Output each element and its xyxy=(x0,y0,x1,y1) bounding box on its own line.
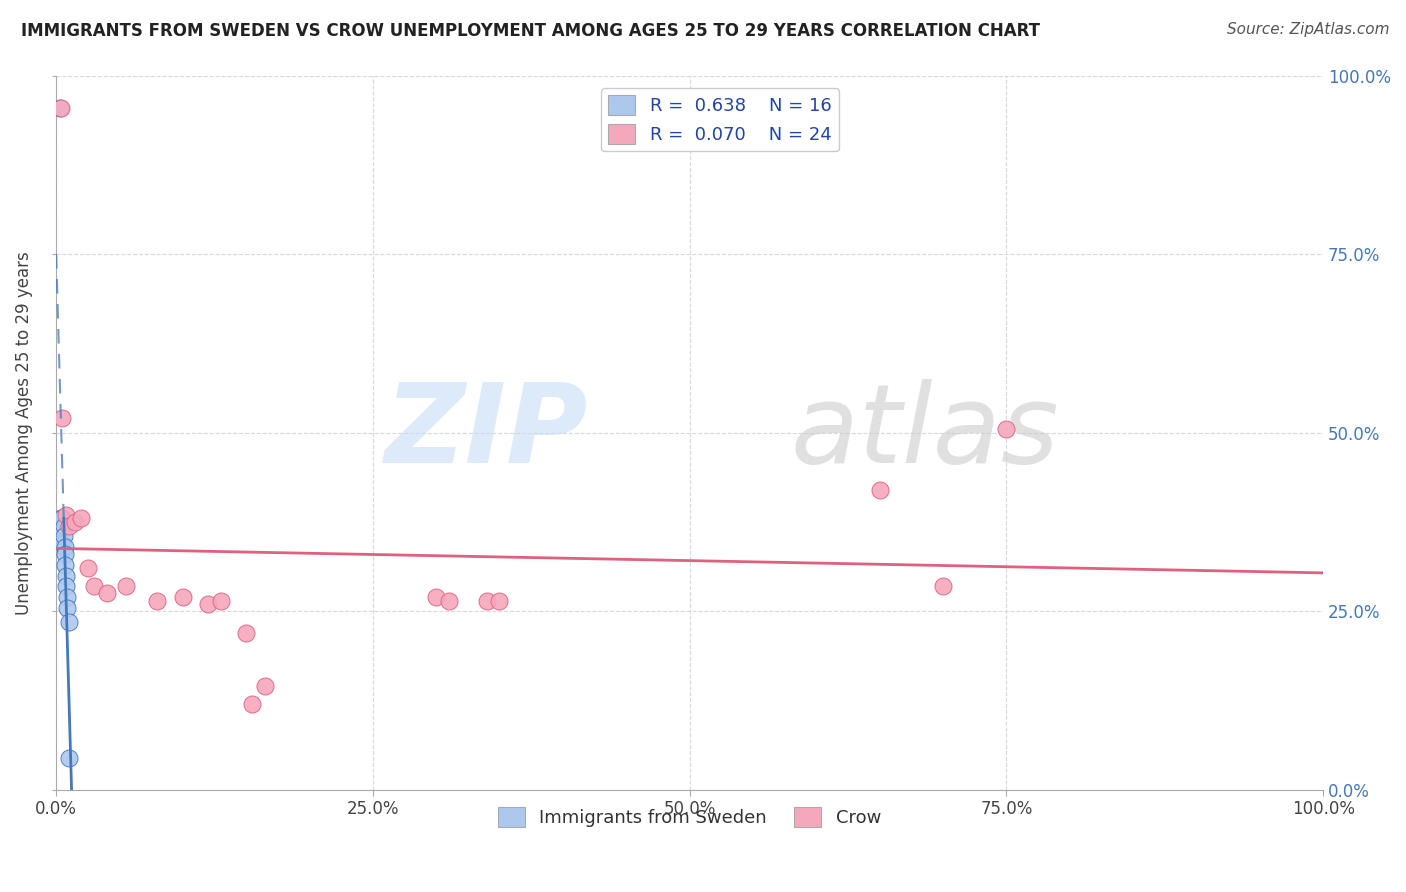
Point xyxy=(49,522,72,536)
Point xyxy=(96,586,118,600)
Point xyxy=(240,697,263,711)
Point xyxy=(63,515,86,529)
Point xyxy=(53,540,76,554)
Point xyxy=(55,508,77,522)
Text: ZIP: ZIP xyxy=(385,379,588,486)
Point xyxy=(52,529,75,543)
Point xyxy=(209,593,232,607)
Text: Source: ZipAtlas.com: Source: ZipAtlas.com xyxy=(1226,22,1389,37)
Point xyxy=(55,579,77,593)
Point xyxy=(475,593,498,607)
Point xyxy=(995,422,1018,436)
Point xyxy=(52,518,75,533)
Point xyxy=(114,579,136,593)
Point xyxy=(51,411,73,425)
Point xyxy=(55,568,77,582)
Text: atlas: atlas xyxy=(792,379,1060,486)
Point xyxy=(146,593,169,607)
Point xyxy=(58,615,80,629)
Point xyxy=(83,579,105,593)
Point xyxy=(56,590,79,604)
Point xyxy=(76,561,98,575)
Point xyxy=(235,625,257,640)
Text: IMMIGRANTS FROM SWEDEN VS CROW UNEMPLOYMENT AMONG AGES 25 TO 29 YEARS CORRELATIO: IMMIGRANTS FROM SWEDEN VS CROW UNEMPLOYM… xyxy=(21,22,1040,40)
Point xyxy=(253,679,276,693)
Point xyxy=(51,511,73,525)
Point xyxy=(488,593,510,607)
Y-axis label: Unemployment Among Ages 25 to 29 years: Unemployment Among Ages 25 to 29 years xyxy=(15,251,32,615)
Point xyxy=(58,518,80,533)
Point xyxy=(869,483,891,497)
Point xyxy=(58,751,80,765)
Point xyxy=(932,579,955,593)
Point xyxy=(48,101,70,115)
Point xyxy=(53,558,76,572)
Point xyxy=(172,590,194,604)
Point xyxy=(56,600,79,615)
Point xyxy=(70,511,93,525)
Point xyxy=(49,101,72,115)
Point xyxy=(51,536,73,550)
Point xyxy=(197,597,219,611)
Point xyxy=(425,590,447,604)
Legend: Immigrants from Sweden, Crow: Immigrants from Sweden, Crow xyxy=(491,800,889,835)
Point xyxy=(49,511,72,525)
Point xyxy=(437,593,460,607)
Point xyxy=(53,547,76,561)
